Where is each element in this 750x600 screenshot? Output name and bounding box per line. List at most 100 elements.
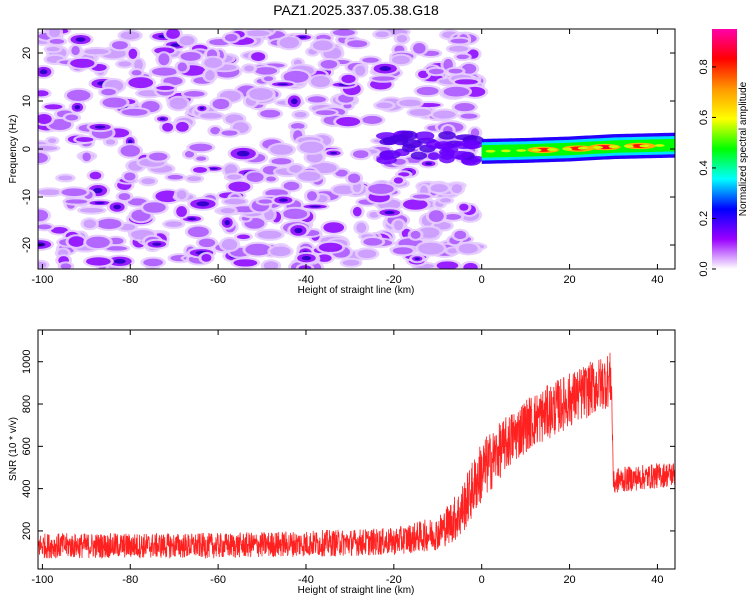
spectrogram-noise-blob — [111, 41, 128, 50]
snr-x-label: Height of straight line (km) — [298, 585, 415, 596]
spectrogram-noise-blob — [398, 172, 410, 177]
spectrogram-noise-blob — [399, 99, 421, 107]
spectrogram-noise-blob — [416, 86, 439, 96]
spectrogram-noise-blob — [283, 70, 309, 83]
snr-y-label: SNR (10 * v/v) — [8, 417, 19, 481]
spectrogram-noise-core — [196, 201, 210, 207]
spectrogram-noise-blob — [323, 222, 345, 233]
spectrogram-noise-blob — [450, 38, 469, 44]
spectrogram-noise-blob — [270, 246, 291, 257]
spectrogram-noise-blob — [318, 242, 343, 252]
spectrogram-y-tick-label: 20 — [21, 47, 33, 59]
spectrogram-noise-blob — [154, 47, 175, 54]
spectrogram-transition-blob — [434, 141, 453, 150]
spectrogram-noise-blob — [306, 191, 318, 201]
spectrogram-noise-core — [74, 105, 81, 110]
spectrogram-noise-blob — [251, 52, 266, 62]
spectrogram-transition-blob — [402, 143, 416, 153]
spectrogram-noise-core — [94, 125, 106, 129]
spectrogram-noise-blob — [162, 122, 174, 132]
snr-x-tick-label: -80 — [122, 574, 138, 586]
snr-x-tick-label: 20 — [563, 574, 575, 586]
colorbar-label: Normalized spectral amplitude — [738, 81, 749, 216]
spectrogram-noise-blob — [48, 138, 57, 144]
spectrogram-noise-blob — [263, 261, 279, 269]
spectrogram-noise-blob — [258, 199, 273, 204]
spectrogram-noise-blob — [120, 31, 140, 40]
spectrogram-noise-blob — [183, 90, 205, 97]
spectrogram-noise-blob — [58, 175, 73, 181]
spectrogram-noise-blob — [49, 39, 65, 44]
spectrogram-noise-blob — [102, 97, 127, 108]
spectrogram-noise-core — [209, 167, 218, 170]
spectrogram-noise-blob — [298, 265, 312, 269]
snr-y-tick-label: 800 — [21, 395, 33, 413]
spectrogram-noise-blob — [266, 176, 276, 182]
snr-y-ticks: 200 400 600 800 1000 — [21, 349, 675, 540]
spectrogram-noise-core — [291, 98, 298, 105]
spectrogram-noise-blob — [244, 65, 255, 72]
spectrogram-noise-blob — [180, 51, 201, 61]
spectrogram-noise-blob — [257, 230, 282, 239]
spectrogram-noise-blob — [84, 48, 109, 55]
spectrogram-noise-core — [94, 201, 105, 204]
spectrogram-noise-blob — [375, 31, 389, 38]
spectrogram-noise-blob — [363, 237, 383, 246]
spectrogram-noise-blob — [459, 203, 469, 211]
spectrogram-noise-blob — [38, 209, 49, 222]
spectrogram-noise-blob — [290, 123, 305, 130]
snr-x-tick-label: -20 — [386, 574, 402, 586]
spectrogram-noise-blob — [38, 189, 62, 196]
spectrogram-noise-blob — [38, 90, 49, 97]
spectrogram-noise-blob — [341, 74, 356, 84]
spectrogram-x-tick-label: -40 — [298, 274, 314, 286]
snr-plot-area — [38, 330, 675, 569]
spectrogram-noise-blob — [169, 97, 188, 110]
spectrogram-noise-blob — [79, 207, 104, 213]
spectrogram-signal-core — [623, 144, 634, 148]
spectrogram-noise-blob — [233, 259, 258, 267]
spectrogram-noise-blob — [428, 210, 444, 222]
spectrogram-noise-blob — [60, 263, 72, 269]
spectrogram-noise-blob — [167, 174, 184, 180]
spectrogram-noise-blob — [396, 35, 408, 43]
spectrogram-noise-core — [414, 257, 420, 261]
spectrogram-noise-blob — [141, 178, 156, 185]
spectrogram-noise-blob — [105, 139, 116, 145]
spectrogram-noise-blob — [443, 86, 470, 97]
spectrogram-noise-blob — [418, 227, 440, 238]
spectrogram-noise-core — [93, 187, 103, 194]
spectrogram-noise-blob — [297, 171, 321, 181]
spectrogram-noise-blob — [156, 85, 175, 90]
spectrogram-noise-blob — [294, 111, 307, 118]
spectrogram-noise-core — [113, 204, 121, 210]
spectrogram-noise-blob — [279, 37, 300, 49]
spectrogram-noise-blob — [448, 45, 469, 52]
spectrogram-noise-blob — [299, 141, 324, 153]
spectrogram-noise-blob — [353, 150, 369, 159]
spectrogram-noise-blob — [271, 158, 292, 165]
spectrogram-noise-blob — [101, 88, 116, 96]
spectrogram-noise-blob — [444, 214, 462, 220]
spectrogram-noise-blob — [456, 54, 469, 60]
spectrogram-y-label: Frequency (Hz) — [8, 115, 19, 184]
colorbar-tick-label: 0.4 — [698, 160, 710, 175]
spectrogram-noise-blob — [226, 174, 242, 180]
spectrogram-noise-blob — [124, 172, 136, 181]
snr-x-tick-label: -40 — [298, 574, 314, 586]
spectrogram-noise-blob — [205, 70, 215, 81]
colorbar-tick-label: 0.8 — [698, 59, 710, 74]
spectrogram-noise-blob — [433, 110, 456, 119]
spectrogram-noise-blob — [210, 127, 221, 135]
snr-y-tick-label: 600 — [21, 437, 33, 455]
spectrogram-noise-blob — [410, 230, 421, 239]
figure-title: PAZ1.2025.337.05.38.G18 — [273, 2, 439, 18]
spectrogram-noise-blob — [61, 188, 87, 197]
spectrogram-noise-blob — [193, 167, 207, 173]
spectrogram-noise-blob — [66, 89, 91, 101]
spectrogram-x-tick-label: 40 — [651, 274, 663, 286]
spectrogram-transition-blob — [449, 150, 471, 160]
spectrogram-noise-blob — [454, 103, 475, 112]
spectrogram-noise-blob — [418, 70, 429, 79]
